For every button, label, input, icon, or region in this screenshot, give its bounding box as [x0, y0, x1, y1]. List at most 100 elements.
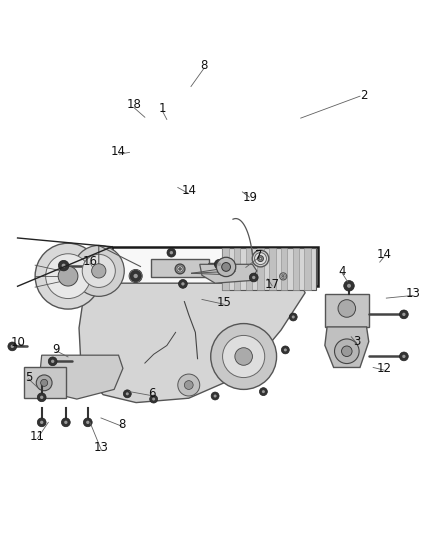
Bar: [324, 294, 368, 327]
Bar: [257, 248, 263, 290]
Circle shape: [211, 392, 219, 400]
Circle shape: [399, 310, 407, 319]
Circle shape: [51, 360, 54, 363]
Circle shape: [216, 257, 235, 277]
Circle shape: [259, 257, 261, 260]
Text: 7: 7: [254, 249, 262, 262]
Text: 16: 16: [82, 255, 97, 268]
Bar: [151, 260, 208, 277]
Text: 8: 8: [118, 418, 125, 431]
Circle shape: [35, 243, 101, 309]
Circle shape: [283, 349, 286, 351]
Text: 11: 11: [30, 430, 45, 443]
Circle shape: [222, 335, 264, 377]
Circle shape: [37, 418, 46, 427]
Circle shape: [46, 254, 90, 298]
Circle shape: [334, 339, 358, 364]
Circle shape: [177, 374, 199, 396]
Circle shape: [175, 264, 184, 274]
Circle shape: [181, 282, 184, 286]
Circle shape: [58, 260, 69, 271]
Bar: [24, 367, 66, 398]
Circle shape: [234, 348, 252, 365]
Circle shape: [343, 280, 353, 291]
Circle shape: [64, 421, 67, 424]
Circle shape: [214, 260, 223, 269]
Bar: [112, 247, 318, 286]
Circle shape: [210, 324, 276, 390]
Text: 4: 4: [338, 265, 346, 278]
Circle shape: [249, 273, 258, 282]
Circle shape: [184, 381, 193, 390]
Bar: [245, 248, 252, 290]
Circle shape: [61, 418, 70, 427]
Text: 15: 15: [216, 296, 231, 309]
Text: 13: 13: [404, 287, 419, 300]
Circle shape: [337, 300, 355, 317]
Text: 19: 19: [242, 191, 257, 204]
Circle shape: [217, 262, 221, 266]
Circle shape: [123, 390, 131, 398]
Circle shape: [152, 398, 155, 401]
Circle shape: [281, 346, 289, 354]
Circle shape: [254, 253, 266, 264]
Circle shape: [48, 357, 57, 366]
Circle shape: [282, 276, 283, 277]
Circle shape: [341, 346, 351, 357]
Text: 2: 2: [360, 89, 367, 102]
Circle shape: [178, 268, 181, 270]
Circle shape: [40, 395, 43, 399]
Text: 12: 12: [376, 362, 391, 375]
Text: 14: 14: [111, 145, 126, 158]
Circle shape: [170, 251, 173, 254]
Circle shape: [73, 245, 124, 296]
Circle shape: [166, 248, 175, 257]
Circle shape: [177, 266, 183, 272]
Circle shape: [178, 279, 187, 288]
Circle shape: [126, 392, 128, 395]
Circle shape: [257, 256, 263, 262]
Circle shape: [280, 274, 285, 279]
Circle shape: [399, 352, 407, 361]
Text: 14: 14: [376, 248, 391, 261]
Bar: [233, 248, 240, 290]
Circle shape: [36, 375, 52, 391]
Bar: [304, 248, 310, 290]
Circle shape: [8, 342, 17, 351]
Bar: [222, 248, 315, 290]
Text: 8: 8: [200, 59, 207, 72]
Circle shape: [133, 274, 138, 278]
Circle shape: [251, 276, 255, 279]
Text: 9: 9: [52, 343, 60, 356]
Circle shape: [61, 264, 66, 268]
Circle shape: [289, 313, 297, 321]
Circle shape: [40, 421, 43, 424]
Text: 13: 13: [93, 441, 108, 454]
Text: 10: 10: [11, 335, 26, 349]
Circle shape: [213, 394, 216, 398]
Text: 1: 1: [158, 102, 166, 115]
Text: 17: 17: [264, 278, 279, 290]
Polygon shape: [79, 283, 304, 402]
Circle shape: [279, 273, 286, 280]
Circle shape: [41, 379, 48, 386]
Circle shape: [251, 251, 268, 267]
Circle shape: [401, 355, 405, 358]
Circle shape: [261, 390, 264, 393]
Text: 14: 14: [181, 184, 196, 198]
Text: 3: 3: [352, 335, 359, 348]
Circle shape: [83, 418, 92, 427]
Polygon shape: [39, 355, 123, 399]
Circle shape: [259, 387, 267, 395]
Bar: [268, 248, 275, 290]
Bar: [292, 248, 298, 290]
Circle shape: [92, 264, 106, 278]
Bar: [280, 248, 287, 290]
Circle shape: [291, 316, 294, 319]
Circle shape: [149, 395, 157, 403]
Circle shape: [58, 266, 78, 286]
Circle shape: [346, 284, 350, 288]
Text: 6: 6: [147, 387, 155, 400]
Circle shape: [401, 313, 405, 316]
Text: 5: 5: [25, 370, 32, 384]
